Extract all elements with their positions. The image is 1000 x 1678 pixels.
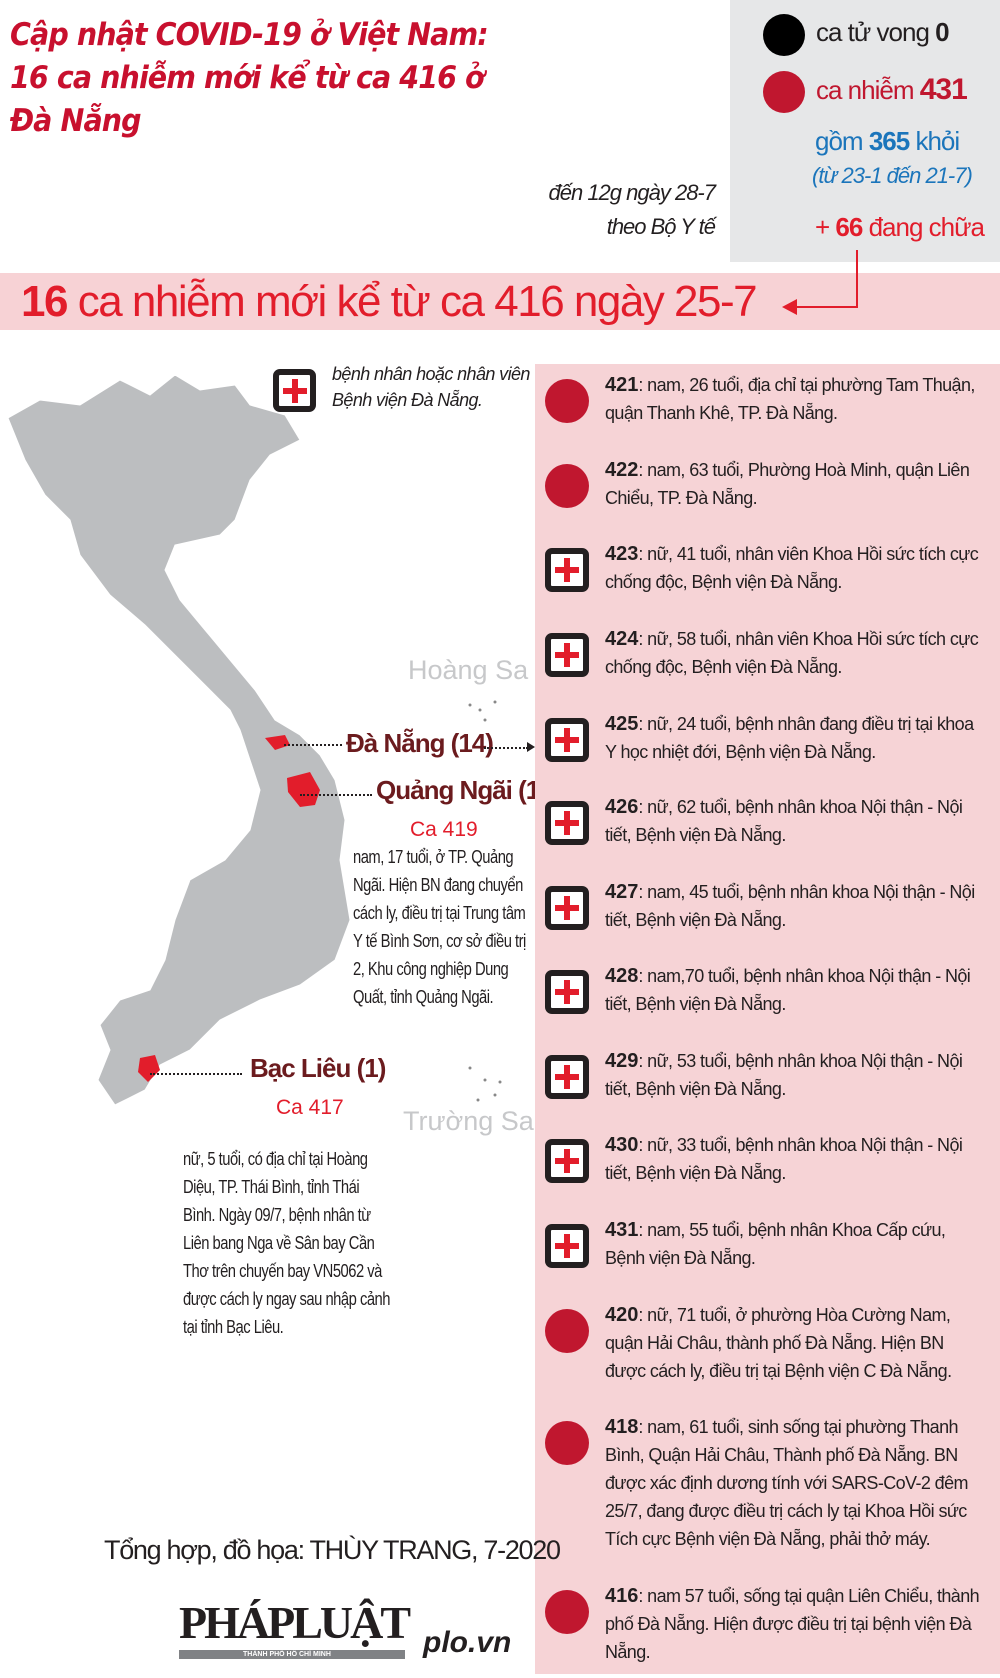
da-nang-arrow [484,747,528,749]
red-circle-icon [545,1309,589,1353]
case-419-text: nam, 17 tuổi, ở TP. Quảng Ngãi. Hiện BN … [353,847,526,1007]
site-url: plo.vn [423,1626,512,1659]
case-detail: : nam, 55 tuổi, bệnh nhân Khoa Cấp cứu, … [605,1220,946,1268]
bac-lieu-region [138,1055,160,1082]
source-date: đến 12g ngày 28-7 [548,180,716,205]
da-nang-region [265,735,290,750]
case-detail: : nữ, 41 tuổi, nhân viên Khoa Hồi sức tí… [605,544,979,592]
bac-lieu-leader [150,1073,242,1075]
hospital-cross-icon [545,1224,589,1268]
case-number: 418 [605,1416,639,1438]
case-number: 424 [605,628,639,650]
hospital-cross-icon [545,970,589,1014]
phapluat-logo: PHÁPLUẬT THÀNH PHỐ HỒ CHÍ MINH [179,1597,411,1659]
hospital-cross-icon [545,633,589,677]
red-dot-icon [763,71,805,113]
case-item: 420: nữ, 71 tuổi, ở phường Hòa Cường Nam… [605,1301,985,1385]
quang-ngai-leader [300,794,372,796]
hospital-cross-icon [545,886,589,930]
case-number: 430 [605,1134,639,1156]
case-detail: : nữ, 33 tuổi, bệnh nhân khoa Nội thận -… [605,1135,963,1183]
connector-arrow [782,250,858,315]
case-number: 427 [605,881,639,903]
case-item: 423: nữ, 41 tuổi, nhân viên Khoa Hồi sức… [605,540,985,596]
hospital-cross-icon [545,1139,589,1183]
case-detail: : nam, 45 tuổi, bệnh nhân khoa Nội thận … [605,882,975,930]
case-item: 428: nam,70 tuổi, bệnh nhân khoa Nội thậ… [605,962,985,1018]
case-detail: : nữ, 71 tuổi, ở phường Hòa Cường Nam, q… [605,1305,952,1381]
recovered-stat: gồm 365 khỏi [815,126,960,156]
case-number: 429 [605,1050,639,1072]
case-number: 422 [605,459,639,481]
stats-box: ca tử vong 0 ca nhiễm 431 gồm 365 khỏi (… [730,0,1000,262]
case-number: 423 [605,543,639,565]
red-circle-icon [545,379,589,423]
cases-stat: ca nhiễm 431 [816,73,968,106]
case-item: 429: nữ, 53 tuổi, bệnh nhân khoa Nội thậ… [605,1047,985,1103]
case-417-label: Ca 417 [276,1096,344,1119]
case-item: 427: nam, 45 tuổi, bệnh nhân khoa Nội th… [605,878,985,934]
deaths-stat: ca tử vong 0 [816,17,950,47]
case-item: 430: nữ, 33 tuổi, bệnh nhân khoa Nội thậ… [605,1131,985,1187]
hospital-cross-icon [273,369,316,412]
hoang-sa-label: Hoàng Sa [408,655,529,685]
case-number: 421 [605,374,639,396]
case-number: 425 [605,713,639,735]
case-list: 421: nam, 26 tuổi, địa chỉ tại phường Ta… [535,364,1000,1674]
vietnam-map [7,374,502,1106]
case-number: 428 [605,965,639,987]
quang-ngai-region [287,772,320,807]
case-417-text: nữ, 5 tuổi, có địa chỉ tại Hoàng Diệu, T… [183,1149,390,1337]
case-detail: : nữ, 53 tuổi, bệnh nhân khoa Nội thận -… [605,1051,963,1099]
case-number: 416 [605,1585,639,1607]
case-item: 431: nam, 55 tuổi, bệnh nhân Khoa Cấp cứ… [605,1216,985,1272]
arrow-right-icon [527,742,535,752]
source-ministry: theo Bộ Y tế [606,214,716,239]
red-circle-icon [545,1421,589,1465]
hospital-cross-icon [545,548,589,592]
case-number: 420 [605,1304,639,1326]
case-item: 425: nữ, 24 tuổi, bệnh nhân đang điều tr… [605,710,985,766]
case-number: 426 [605,796,639,818]
legend-text: bệnh nhân hoặc nhân viên Bệnh viện Đà Nẵn… [332,364,530,410]
black-dot-icon [763,14,805,56]
recovered-range: (từ 23-1 đến 21-7) [812,163,973,188]
da-nang-leader [284,744,342,746]
quang-ngai-label: Quảng Ngãi (1) [376,775,548,805]
credit: Tổng hợp, đồ họa: THÙY TRANG, 7-2020 [104,1535,561,1565]
da-nang-label: Đà Nẵng (14) [346,728,494,758]
case-detail: : nam, 61 tuổi, sinh sống tại phường Tha… [605,1417,968,1549]
case-detail: : nữ, 24 tuổi, bệnh nhân đang điều trị t… [605,714,974,762]
bac-lieu-label: Bạc Liêu (1) [250,1053,386,1083]
treating-stat: + 66 đang chữa [815,212,985,242]
case-detail: : nam 57 tuổi, sống tại quận Liên Chiểu,… [605,1586,980,1662]
case-number: 431 [605,1219,639,1241]
red-circle-icon [545,464,589,508]
case-detail: : nam,70 tuổi, bệnh nhân khoa Nội thận -… [605,966,971,1014]
case-detail: : nữ, 58 tuổi, nhân viên Khoa Hồi sức tí… [605,629,979,677]
case-item: 418: nam, 61 tuổi, sinh sống tại phường … [605,1413,985,1553]
case-item: 426: nữ, 62 tuổi, bệnh nhân khoa Nội thậ… [605,793,985,849]
truong-sa-label: Trường Sa [403,1106,534,1136]
case-item: 422: nam, 63 tuổi, Phường Hoà Minh, quận… [605,456,985,512]
hospital-cross-icon [545,718,589,762]
hospital-cross-icon [545,801,589,845]
new-cases-banner: 16 ca nhiễm mới kể từ ca 416 ngày 25-7 [0,273,1000,330]
case-detail: : nam, 63 tuổi, Phường Hoà Minh, quận Li… [605,460,970,508]
case-419-label: Ca 419 [410,818,478,841]
case-item: 421: nam, 26 tuổi, địa chỉ tại phường Ta… [605,371,985,427]
case-item: 416: nam 57 tuổi, sống tại quận Liên Chi… [605,1582,985,1666]
red-circle-icon [545,1590,589,1634]
case-detail: : nam, 26 tuổi, địa chỉ tại phường Tam T… [605,375,975,423]
case-item: 424: nữ, 58 tuổi, nhân viên Khoa Hồi sức… [605,625,985,681]
case-detail: : nữ, 62 tuổi, bệnh nhân khoa Nội thận -… [605,797,963,845]
hospital-cross-icon [545,1055,589,1099]
headline: Cập nhật COVID-19 ở Việt Nam: 16 ca nhiễ… [10,17,489,139]
